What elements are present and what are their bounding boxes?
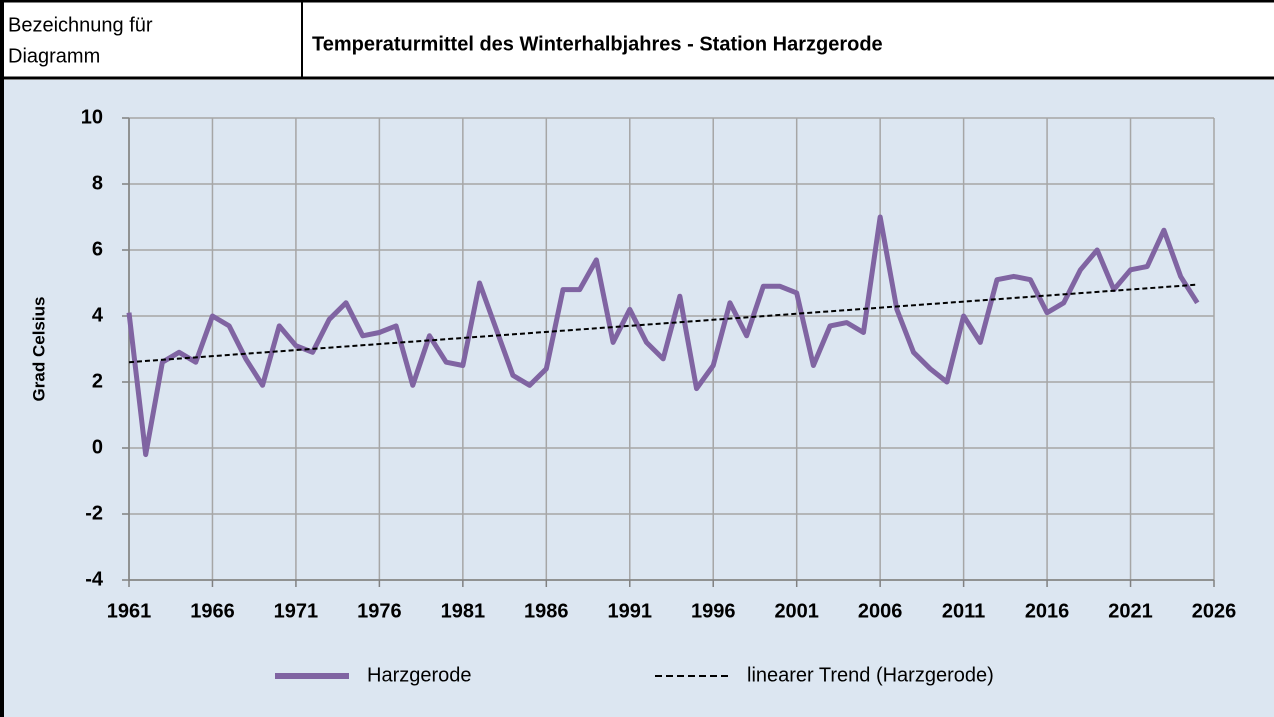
header-label: Diagramm <box>8 45 100 67</box>
y-tick-label: 10 <box>81 106 103 128</box>
y-tick-label: 2 <box>92 370 103 392</box>
x-tick-label: 1976 <box>357 600 402 622</box>
y-tick-label: 0 <box>92 436 103 458</box>
x-tick-label: 2021 <box>1108 600 1153 622</box>
x-tick-label: 1961 <box>107 600 152 622</box>
x-tick-label: 1986 <box>524 600 569 622</box>
legend-label: linearer Trend (Harzgerode) <box>747 664 994 686</box>
x-tick-label: 1981 <box>441 600 486 622</box>
legend-label: Harzgerode <box>367 664 472 686</box>
x-tick-label: 2011 <box>942 600 985 622</box>
x-tick-label: 2001 <box>774 600 819 622</box>
x-tick-label: 2006 <box>858 600 903 622</box>
y-axis-label: Grad Celsius <box>29 297 48 402</box>
y-tick-label: 8 <box>92 172 103 194</box>
y-tick-label: 6 <box>92 238 103 260</box>
header-label: Bezeichnung für <box>8 14 153 36</box>
chart-background <box>4 80 1274 717</box>
x-tick-label: 1971 <box>274 600 319 622</box>
x-tick-label: 2026 <box>1192 600 1237 622</box>
y-tick-label: -4 <box>85 568 104 590</box>
chart-title: Temperaturmittel des Winterhalbjahres - … <box>312 33 883 55</box>
x-tick-label: 2016 <box>1025 600 1070 622</box>
x-tick-label: 1966 <box>190 600 235 622</box>
trend-line <box>128 283 1198 364</box>
y-tick-label: -2 <box>85 502 103 524</box>
y-tick-label: 4 <box>92 304 104 326</box>
x-tick-label: 1996 <box>691 600 736 622</box>
x-tick-label: 1991 <box>608 600 653 622</box>
